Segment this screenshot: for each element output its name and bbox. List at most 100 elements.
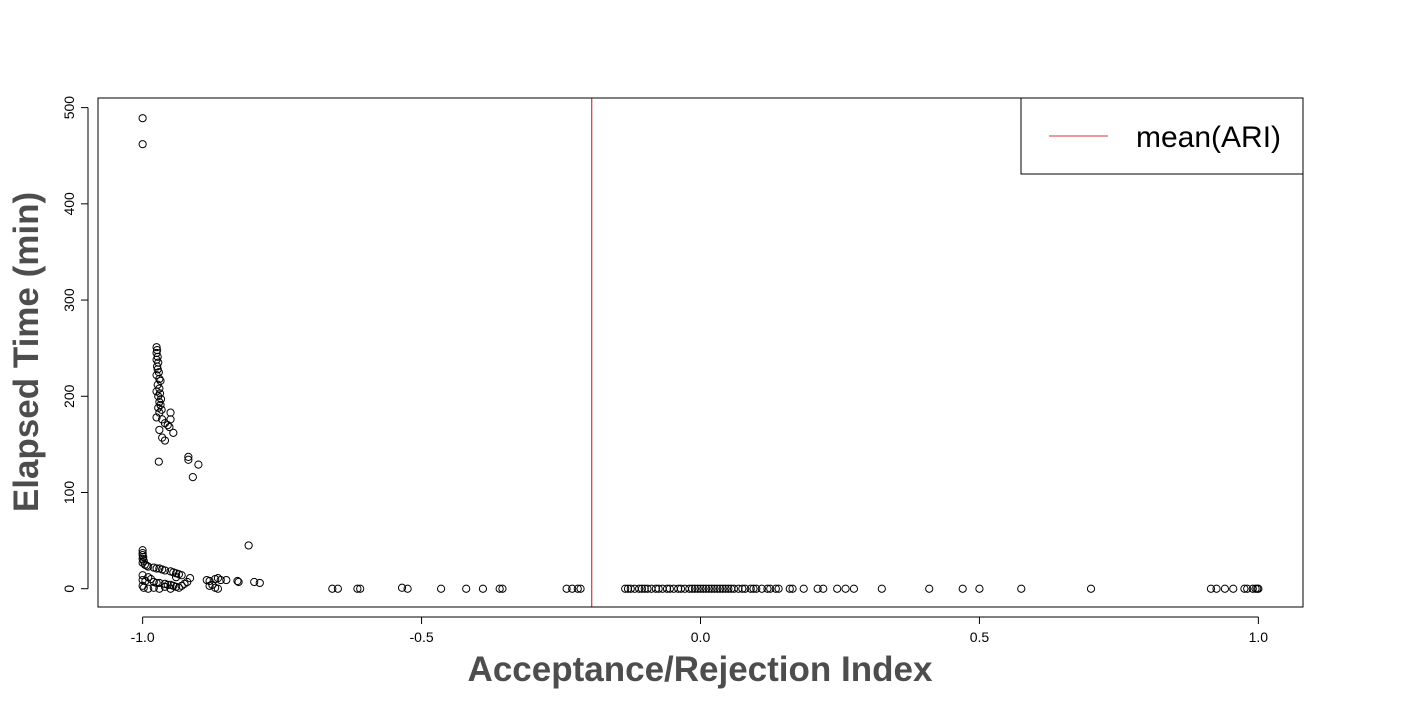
data-point [177,581,186,590]
data-point [462,584,471,593]
data-point [562,584,571,593]
data-point [674,584,683,593]
data-point [1212,584,1221,593]
data-point [154,392,163,401]
data-point [144,562,153,571]
data-point [152,413,161,422]
data-point [701,584,711,593]
y-tick-label: 100 [61,481,77,505]
data-point [699,584,708,593]
data-point [194,460,203,469]
data-point [138,140,147,149]
data-point [925,584,934,593]
data-point [154,457,163,466]
y-tick-label: 200 [61,384,77,408]
data-point [749,584,758,593]
data-point [397,583,407,592]
data-point [729,584,739,593]
data-point [1229,584,1238,593]
data-point [975,584,984,593]
data-point [688,584,697,593]
legend-label: mean(ARI) [1136,121,1281,154]
data-point [704,584,713,593]
data-point [710,584,719,593]
data-point [626,584,635,593]
data-point [662,584,672,593]
data-point [138,114,147,123]
x-tick-label: -0.5 [410,629,434,645]
data-point [621,584,630,593]
data-point [213,584,223,593]
data-point [833,584,842,593]
x-tick-label: 0.0 [691,629,711,645]
data-point [799,584,808,593]
data-point [746,584,755,593]
data-point [188,473,197,482]
data-point [1220,584,1229,593]
data-point [696,584,705,593]
data-point [576,584,585,593]
data-point [205,581,214,590]
data-point [233,576,242,586]
data-point [752,584,761,593]
data-point [184,452,193,461]
legend: mean(ARI) [1020,97,1304,175]
data-point [637,584,647,593]
data-point [495,584,504,593]
y-axis: 0 100 200 300 400 500 [61,96,89,593]
data-point [155,584,164,593]
data-point [498,584,507,593]
data-point [1017,584,1026,593]
data-point [568,584,577,593]
data-point [160,436,170,445]
y-axis-title: Elapsed Time (min) [7,192,46,512]
data-point [693,584,702,593]
data-point [436,584,446,593]
x-tick-label: -1.0 [131,629,155,645]
y-tick-label: 500 [61,96,77,120]
data-point [958,584,967,593]
data-point [165,422,174,432]
data-point [155,374,164,384]
data-point [139,583,148,592]
data-point [738,584,747,593]
data-point [157,405,166,414]
data-point [155,384,164,393]
data-point [623,584,633,593]
data-point [715,584,725,593]
data-point [152,343,161,352]
data-point [841,584,850,593]
data-point [654,584,663,593]
data-point [573,584,582,593]
data-point [184,455,193,464]
data-point [142,561,151,570]
data-point [139,556,148,565]
data-point [1248,584,1257,593]
data-point [707,584,716,593]
data-point [788,584,797,593]
data-point [774,584,783,593]
data-point [146,574,156,584]
data-point [333,584,342,593]
data-points [138,114,1263,593]
data-point [328,584,337,593]
data-point [144,584,153,593]
x-tick-label: 0.5 [970,629,990,645]
data-point [676,584,686,593]
data-point [356,584,365,593]
data-point [1240,584,1249,593]
data-point [216,575,225,585]
data-point [160,566,170,575]
y-tick-label: 300 [61,288,77,312]
data-point [166,584,175,593]
data-point [478,584,488,593]
data-point [149,583,158,592]
data-point [771,584,780,593]
data-point [172,573,181,582]
data-point [255,578,264,588]
data-point [813,584,822,593]
data-point [353,584,362,593]
y-tick-label: 400 [61,192,77,216]
data-point [734,584,743,593]
data-point [155,408,164,417]
